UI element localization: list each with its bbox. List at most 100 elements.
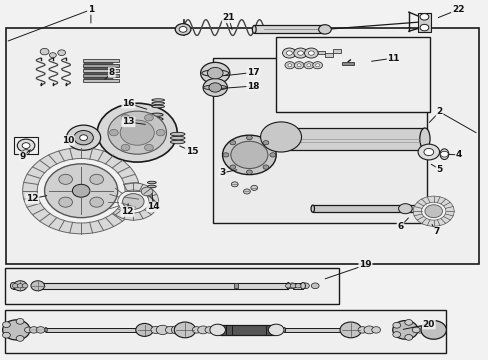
Circle shape <box>108 183 158 220</box>
Circle shape <box>269 153 275 157</box>
Circle shape <box>285 284 291 288</box>
Circle shape <box>417 144 439 160</box>
Circle shape <box>311 283 319 289</box>
Circle shape <box>151 326 160 333</box>
Circle shape <box>165 326 175 333</box>
Circle shape <box>282 48 296 58</box>
Circle shape <box>419 14 428 20</box>
Bar <box>332 49 340 53</box>
Circle shape <box>97 103 177 162</box>
Text: 15: 15 <box>185 147 198 156</box>
Circle shape <box>398 204 411 214</box>
Circle shape <box>156 130 164 136</box>
Circle shape <box>200 62 229 84</box>
Circle shape <box>412 196 453 226</box>
Circle shape <box>420 320 446 339</box>
Bar <box>284 328 346 332</box>
Circle shape <box>16 319 24 324</box>
Bar <box>83 73 113 74</box>
Circle shape <box>122 194 144 210</box>
Ellipse shape <box>147 181 156 184</box>
Ellipse shape <box>202 70 228 76</box>
Circle shape <box>31 281 44 291</box>
Circle shape <box>440 151 447 157</box>
Ellipse shape <box>300 283 305 289</box>
Circle shape <box>315 64 319 67</box>
Circle shape <box>108 111 166 154</box>
Circle shape <box>222 135 276 175</box>
Text: 22: 22 <box>451 5 464 14</box>
Bar <box>254 26 325 33</box>
Circle shape <box>207 67 223 79</box>
Ellipse shape <box>252 26 256 33</box>
Circle shape <box>120 120 154 145</box>
Circle shape <box>404 334 412 340</box>
Circle shape <box>263 165 268 169</box>
Text: 21: 21 <box>222 13 235 22</box>
Text: 14: 14 <box>147 202 159 211</box>
Circle shape <box>74 131 93 145</box>
FancyBboxPatch shape <box>4 268 338 304</box>
Circle shape <box>297 64 301 67</box>
Circle shape <box>306 64 310 67</box>
Circle shape <box>174 322 195 338</box>
Circle shape <box>59 197 72 207</box>
Ellipse shape <box>36 283 39 289</box>
Ellipse shape <box>421 205 425 212</box>
Circle shape <box>141 187 153 196</box>
Circle shape <box>411 327 419 333</box>
Ellipse shape <box>150 117 163 121</box>
Text: 7: 7 <box>432 228 438 237</box>
Bar <box>293 283 303 289</box>
Bar <box>82 74 119 77</box>
Ellipse shape <box>270 128 281 149</box>
Ellipse shape <box>310 205 314 212</box>
Text: 2: 2 <box>435 107 442 116</box>
Circle shape <box>246 135 252 140</box>
FancyBboxPatch shape <box>212 58 427 223</box>
Circle shape <box>66 125 101 150</box>
Ellipse shape <box>271 325 276 335</box>
Bar <box>312 205 423 212</box>
Bar <box>83 68 113 69</box>
Ellipse shape <box>323 26 326 33</box>
Circle shape <box>422 327 431 333</box>
Circle shape <box>294 62 304 69</box>
Ellipse shape <box>150 113 163 116</box>
Text: 1: 1 <box>88 5 94 14</box>
Circle shape <box>72 184 90 197</box>
Circle shape <box>421 202 445 220</box>
Bar <box>13 283 23 289</box>
Text: 11: 11 <box>386 54 399 63</box>
Bar <box>341 62 353 65</box>
Circle shape <box>109 130 118 136</box>
Circle shape <box>16 336 24 341</box>
Bar <box>276 128 424 149</box>
Circle shape <box>12 284 18 288</box>
Circle shape <box>49 53 56 58</box>
Circle shape <box>424 205 442 218</box>
Text: 8: 8 <box>108 68 115 77</box>
Circle shape <box>2 320 30 340</box>
Circle shape <box>209 324 225 336</box>
Circle shape <box>268 324 284 336</box>
Circle shape <box>392 323 400 328</box>
Circle shape <box>250 185 257 190</box>
Circle shape <box>290 284 296 288</box>
Text: 19: 19 <box>358 261 371 270</box>
Circle shape <box>260 122 301 152</box>
Circle shape <box>203 78 227 96</box>
Text: 18: 18 <box>246 82 259 91</box>
Text: 3: 3 <box>219 168 225 177</box>
Circle shape <box>192 327 201 333</box>
Bar <box>83 63 113 64</box>
Circle shape <box>59 174 72 184</box>
Circle shape <box>2 322 10 328</box>
Bar <box>82 59 119 62</box>
Circle shape <box>263 140 268 145</box>
Circle shape <box>208 83 221 92</box>
Circle shape <box>285 62 294 69</box>
Circle shape <box>286 51 292 55</box>
Ellipse shape <box>439 149 448 159</box>
Circle shape <box>58 50 65 55</box>
